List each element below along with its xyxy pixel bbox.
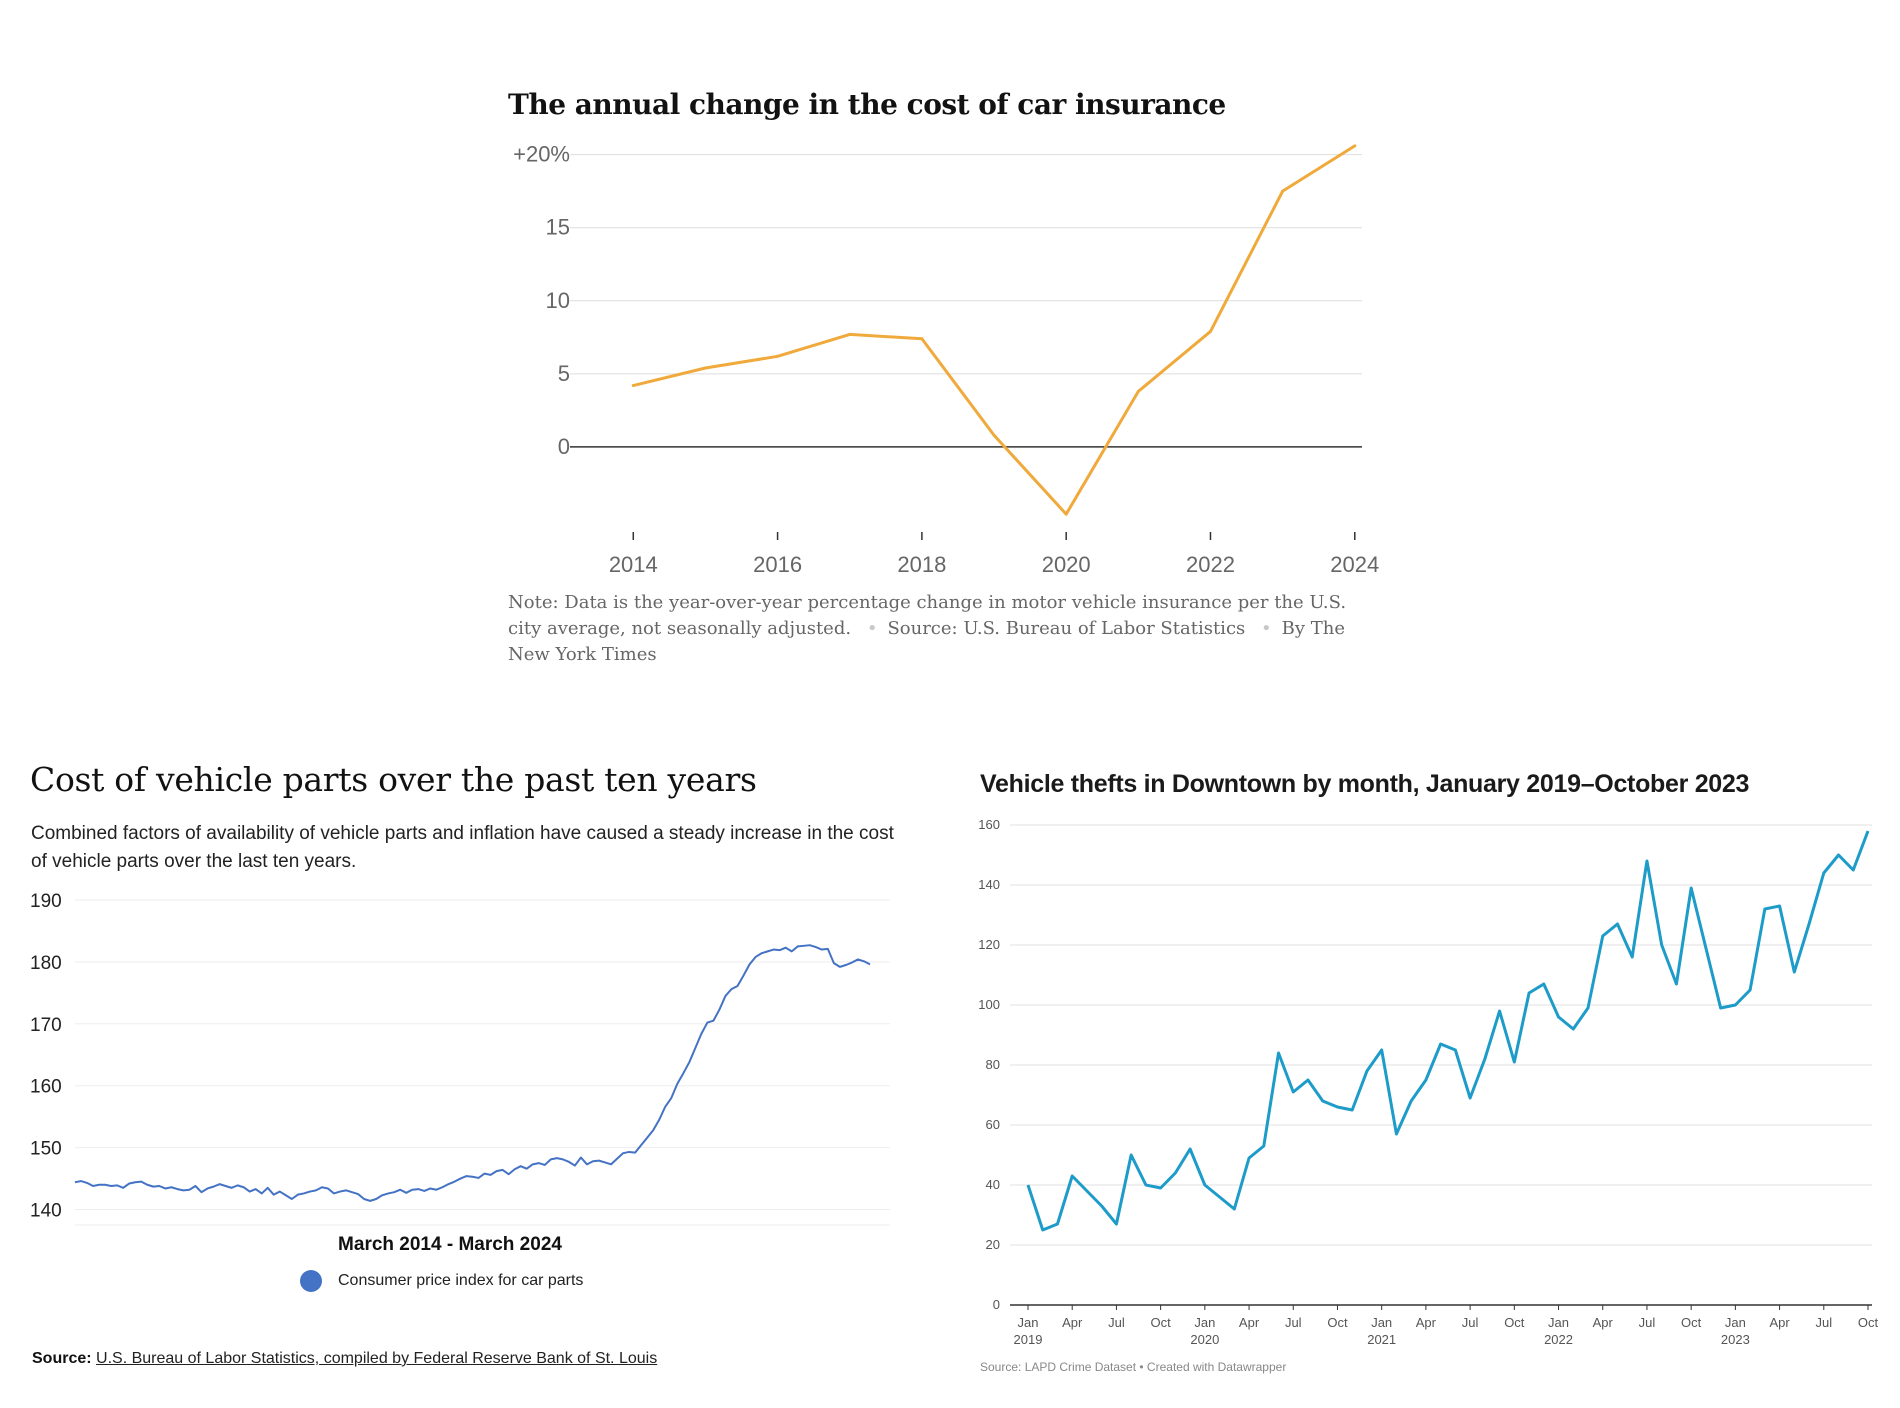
chart-legend: Consumer price index for car parts [300, 1270, 583, 1292]
vehicle-thefts-chart-svg: 160 140 120 100 80 60 40 20 0 Jan 2019 Apr Jul Oct Jan… [978, 817, 1879, 1347]
chart-title: Cost of vehicle parts over the past ten … [30, 760, 757, 799]
source-link[interactable]: U.S. Bureau of Labor Statistics, compile… [96, 1350, 658, 1367]
note-label: Note: [508, 592, 559, 613]
data-point [1353, 144, 1357, 148]
x-tick-label: Jul [1462, 1315, 1479, 1330]
x-tick-label: Oct [1681, 1315, 1702, 1330]
x-tick-label: Apr [1239, 1315, 1260, 1330]
source-text: U.S. Bureau of Labor Statistics [963, 618, 1246, 639]
x-tick-label: Jul [1108, 1315, 1125, 1330]
x-tick-label: Apr [1062, 1315, 1083, 1330]
y-tick-label: +20% [513, 142, 570, 167]
y-tick-label: 5 [558, 361, 570, 386]
series-line [632, 144, 1356, 516]
chart-note: Note: Data is the year-over-year percent… [508, 590, 1368, 668]
x-tick-label: Oct [1858, 1315, 1879, 1330]
x-tick-label: Oct [1151, 1315, 1172, 1330]
y-tick-label: 160 [30, 1077, 62, 1098]
y-tick-label: 80 [986, 1057, 1000, 1072]
legend-label: Consumer price index for car parts [338, 1272, 584, 1289]
x-tick-label: 2024 [1330, 552, 1379, 577]
y-tick-label: 0 [993, 1297, 1000, 1312]
x-axis-label: March 2014 - March 2024 [338, 1234, 562, 1255]
y-tick-label: 15 [546, 215, 570, 240]
x-tick-year: 2019 [1014, 1332, 1043, 1347]
y-tick-label: 140 [978, 877, 1000, 892]
y-tick-label: 150 [30, 1139, 62, 1160]
data-point [1136, 389, 1140, 393]
y-tick-label: 10 [546, 288, 570, 313]
x-tick-label: 2016 [753, 552, 802, 577]
data-point [920, 337, 924, 341]
vehicle-thefts-chart-panel: Vehicle thefts in Downtown by month, Jan… [960, 760, 1890, 1400]
x-tick-label: Jan [1194, 1315, 1215, 1330]
x-tick-label: 2018 [897, 552, 946, 577]
y-tick-label: 100 [978, 997, 1000, 1012]
y-tick-label: 190 [30, 891, 62, 912]
insurance-chart-svg: +20% 15 10 5 0 2014 2016 2018 2020 2022 2024 [513, 142, 1379, 577]
source-label: Source: [887, 618, 958, 639]
data-point [631, 384, 635, 388]
y-tick-label: 20 [986, 1237, 1000, 1252]
x-tick-year: 2023 [1721, 1332, 1750, 1347]
vehicle-parts-chart-panel: Cost of vehicle parts over the past ten … [20, 760, 900, 1400]
vehicle-parts-chart-svg: 190 180 170 160 150 140 March 2014 - March 202… [30, 891, 890, 1255]
x-tick-label: Jul [1285, 1315, 1302, 1330]
data-point [703, 366, 707, 370]
x-tick-label: Apr [1769, 1315, 1790, 1330]
series-line [74, 944, 871, 1202]
y-tick-label: 60 [986, 1117, 1000, 1132]
data-point [1281, 189, 1285, 193]
data-point [776, 354, 780, 358]
x-tick-label: Jan [1018, 1315, 1039, 1330]
series-line [1026, 830, 1870, 1232]
chart-source: Source: LAPD Crime Dataset • Created wit… [980, 1360, 1287, 1374]
x-tick-label: Oct [1504, 1315, 1525, 1330]
x-tick-year: 2020 [1190, 1332, 1219, 1347]
insurance-chart-panel: The annual change in the cost of car ins… [500, 80, 1390, 680]
chart-subtitle: Combined factors of availability of vehi… [31, 823, 894, 872]
chart-source: Source: U.S. Bureau of Labor Statistics,… [32, 1350, 657, 1368]
x-tick-label: 2020 [1042, 552, 1091, 577]
x-tick-label: 2014 [609, 552, 658, 577]
note-text: Data is the year-over-year percentage ch… [508, 592, 1347, 639]
data-point [1208, 329, 1212, 333]
chart-title: The annual change in the cost of car ins… [508, 88, 1226, 121]
y-tick-label: 120 [978, 937, 1000, 952]
data-point [1064, 512, 1068, 516]
separator-dot: • [866, 618, 878, 639]
x-tick-label: Jul [1639, 1315, 1656, 1330]
y-tick-label: 180 [30, 953, 62, 974]
y-tick-label: 170 [30, 1015, 62, 1036]
y-tick-label: 140 [30, 1201, 62, 1222]
separator-dot: • [1261, 618, 1272, 639]
x-tick-label: Oct [1327, 1315, 1348, 1330]
x-tick-label: Apr [1593, 1315, 1614, 1330]
x-tick-label: Jul [1815, 1315, 1832, 1330]
legend-marker [300, 1270, 322, 1292]
y-tick-label: 40 [986, 1177, 1000, 1192]
x-tick-label: Apr [1416, 1315, 1437, 1330]
x-tick-label: 2022 [1186, 552, 1235, 577]
x-tick-label: Jan [1548, 1315, 1569, 1330]
data-point [848, 332, 852, 336]
chart-title: Vehicle thefts in Downtown by month, Jan… [980, 770, 1750, 798]
x-tick-year: 2021 [1367, 1332, 1396, 1347]
x-tick-year: 2022 [1544, 1332, 1573, 1347]
y-tick-label: 0 [558, 434, 570, 459]
x-tick-label: Jan [1371, 1315, 1392, 1330]
credit-text: By The New York Times [508, 618, 1345, 665]
y-tick-label: 160 [978, 817, 1000, 832]
x-tick-label: Jan [1725, 1315, 1746, 1330]
source-label: Source: [32, 1350, 92, 1367]
data-point [992, 433, 996, 437]
